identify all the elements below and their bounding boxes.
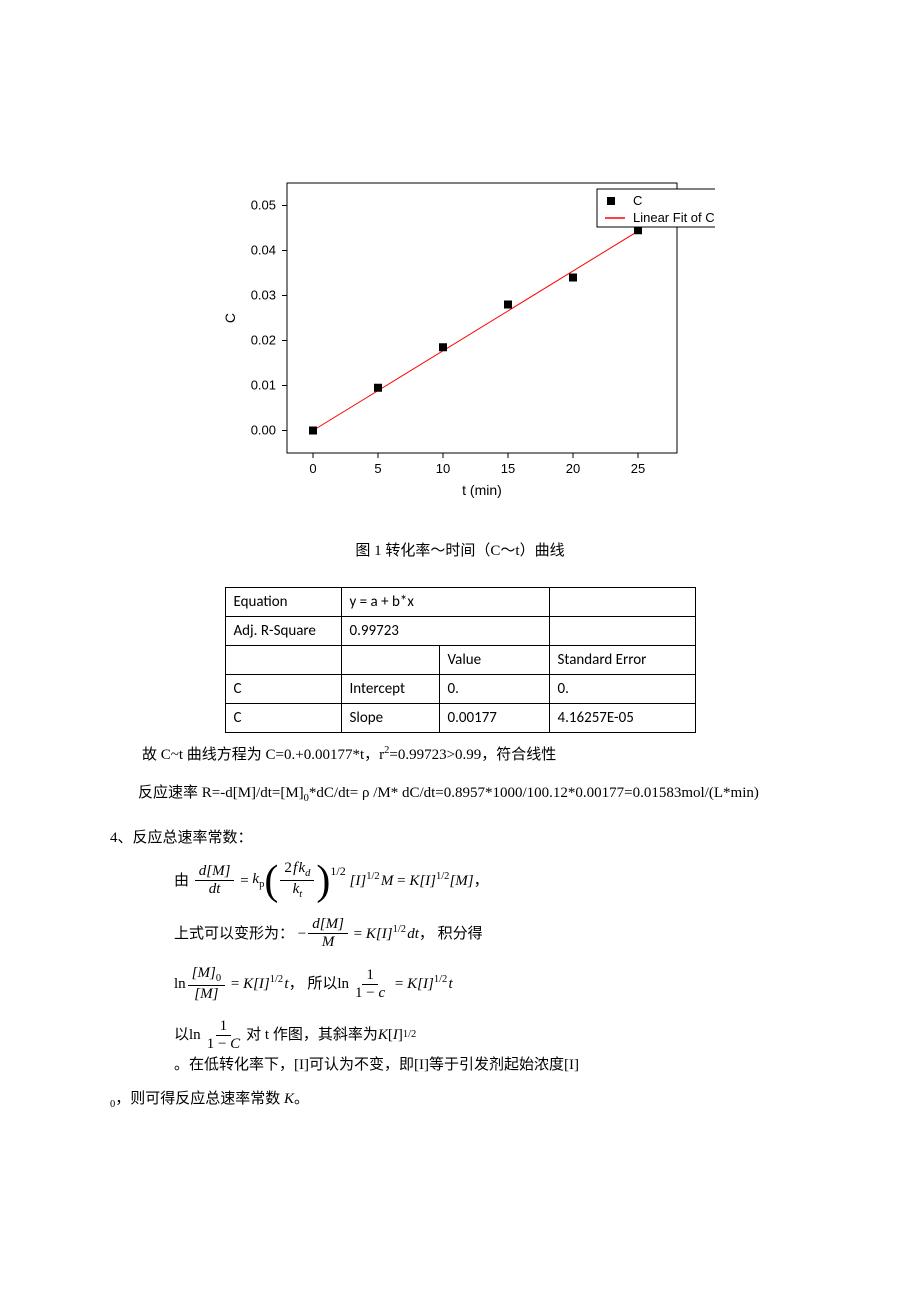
- fit-equation-text: 故 C~t 曲线方程为 C=0.+0.00177*t，r2=0.99723>0.…: [142, 743, 810, 767]
- svg-text:C: C: [222, 313, 238, 323]
- svg-text:0.02: 0.02: [251, 333, 276, 348]
- table-row: Equationy = a + b*x: [225, 588, 695, 617]
- svg-text:0: 0: [309, 461, 316, 476]
- svg-text:20: 20: [566, 461, 580, 476]
- svg-text:0.03: 0.03: [251, 288, 276, 303]
- figure-caption: 图 1 转化率～时间（C～t）曲线: [110, 539, 810, 563]
- svg-text:15: 15: [501, 461, 515, 476]
- equation-3: ln [M]0 [M] = K[I]1/2 t ， 所以 ln 1 1 − c …: [174, 965, 810, 1003]
- svg-text:10: 10: [436, 461, 450, 476]
- svg-text:5: 5: [374, 461, 381, 476]
- table-row: CIntercept0.0.: [225, 675, 695, 704]
- svg-text:C: C: [633, 193, 642, 208]
- table-row: CSlope0.001774.16257E-05: [225, 704, 695, 733]
- chart-container: 0 5 10 15 20 25 t (min) 0.00 0.01 0.02 0.03 0.04 0.0…: [110, 155, 810, 515]
- svg-text:0.05: 0.05: [251, 198, 276, 213]
- equation-2: 上式可以变形为： − d[M] M = K[I]1/2 dt ， 积分得: [174, 916, 810, 952]
- conclusion-text-2: 0，则可得反应总速率常数 K。: [110, 1087, 810, 1114]
- svg-text:Linear Fit of C: Linear Fit of C: [633, 210, 715, 225]
- fit-stats-table: Equationy = a + b*xAdj. R-Square0.99723V…: [225, 587, 696, 733]
- svg-text:0.01: 0.01: [251, 378, 276, 393]
- svg-text:25: 25: [631, 461, 645, 476]
- svg-text:t (min): t (min): [462, 482, 502, 498]
- table-row: ValueStandard Error: [225, 646, 695, 675]
- conversion-time-chart: 0 5 10 15 20 25 t (min) 0.00 0.01 0.02 0.03 0.04 0.0…: [205, 155, 715, 515]
- svg-text:0.04: 0.04: [251, 243, 276, 258]
- reaction-rate-text: 反应速率 R=-d[M]/dt=[M]0*dC/dt= ρ /M* dC/dt=…: [138, 781, 810, 808]
- section-4-heading: 4、反应总速率常数：: [110, 826, 810, 850]
- equation-1: 由 d[M] dt = kp ( 2 f kd kt ) 1/2 [I]1/2 …: [174, 860, 810, 902]
- conclusion-text: 以 ln 1 1 − C 对 t 作图，其斜率为 K[I]1/2 。在低转化率下…: [174, 1018, 810, 1078]
- svg-text:0.00: 0.00: [251, 423, 276, 438]
- table-row: Adj. R-Square0.99723: [225, 617, 695, 646]
